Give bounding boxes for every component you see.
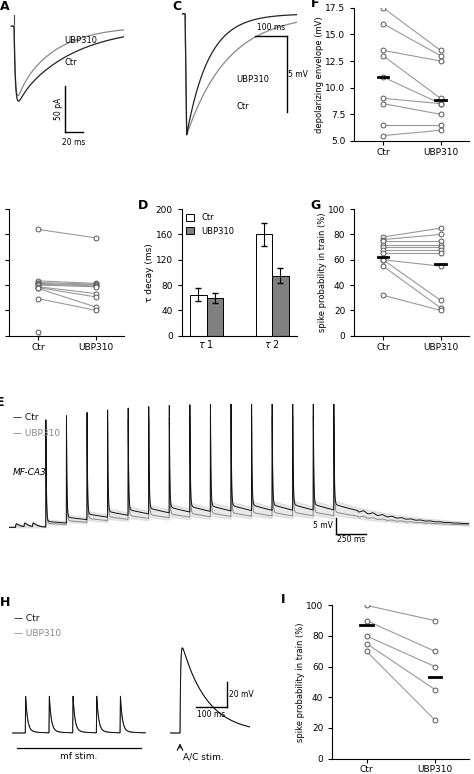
- Text: MF-CA3: MF-CA3: [13, 468, 47, 478]
- Text: UBP310: UBP310: [64, 36, 98, 45]
- Text: 20 ms: 20 ms: [62, 139, 85, 147]
- Text: 100 ms: 100 ms: [198, 710, 226, 719]
- Text: 50 pA: 50 pA: [54, 98, 63, 120]
- Text: — Ctr: — Ctr: [14, 614, 40, 622]
- Text: Ctr: Ctr: [64, 58, 77, 67]
- Text: UBP310: UBP310: [236, 75, 269, 84]
- Text: 250 ms: 250 ms: [337, 536, 365, 544]
- Bar: [272, 276, 289, 336]
- Text: 100 ms: 100 ms: [257, 23, 285, 32]
- Text: — UBP310: — UBP310: [14, 629, 61, 638]
- Text: F: F: [310, 0, 319, 10]
- Text: C: C: [173, 0, 182, 12]
- Text: Ctr: Ctr: [236, 102, 249, 111]
- Text: 5 mV: 5 mV: [288, 70, 308, 79]
- Bar: [256, 235, 272, 336]
- Bar: [190, 295, 207, 336]
- Text: — Ctr: — Ctr: [13, 413, 38, 422]
- Text: 20 mV: 20 mV: [229, 690, 254, 699]
- Y-axis label: spike probability in train (%): spike probability in train (%): [318, 213, 327, 332]
- Text: 5 mV: 5 mV: [313, 521, 333, 530]
- Y-axis label: spike probability in train (%): spike probability in train (%): [296, 622, 305, 741]
- Text: — UBP310: — UBP310: [13, 430, 60, 438]
- Y-axis label: τ decay (ms): τ decay (ms): [145, 243, 154, 302]
- Text: A/C stim.: A/C stim.: [183, 752, 224, 761]
- Text: mf stim.: mf stim.: [60, 752, 98, 761]
- Text: I: I: [281, 593, 285, 606]
- Text: G: G: [310, 199, 321, 212]
- Text: A: A: [0, 0, 10, 12]
- Bar: [207, 298, 223, 336]
- Legend: Ctr, UBP310: Ctr, UBP310: [186, 214, 234, 235]
- Text: E: E: [0, 396, 4, 409]
- Text: D: D: [138, 199, 148, 212]
- Text: H: H: [0, 596, 10, 609]
- Y-axis label: depolarizing envelope (mV): depolarizing envelope (mV): [315, 16, 324, 132]
